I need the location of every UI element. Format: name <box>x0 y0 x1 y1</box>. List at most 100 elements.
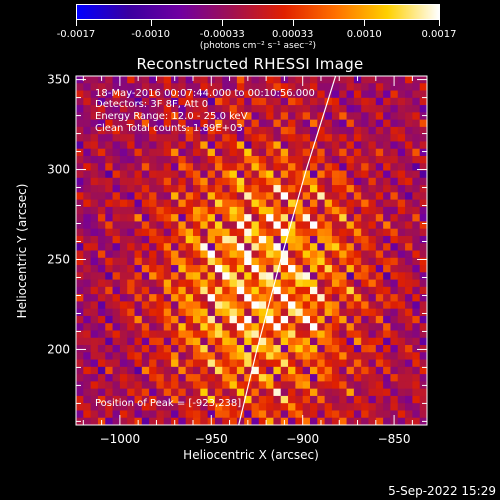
heatmap-cell <box>207 192 216 201</box>
heatmap-cell <box>280 141 289 150</box>
heatmap-cell <box>390 228 399 237</box>
heatmap-cell <box>397 83 406 92</box>
heatmap-cell <box>331 272 340 281</box>
heatmap-cell <box>178 381 187 390</box>
heatmap-cell <box>97 388 106 397</box>
heatmap-cell <box>361 359 370 368</box>
heatmap-cell <box>368 192 377 201</box>
heatmap-cell <box>280 192 289 201</box>
heatmap-cell <box>156 250 165 259</box>
heatmap-cell <box>105 410 114 419</box>
heatmap-cell <box>295 221 304 230</box>
heatmap-cell <box>236 228 245 237</box>
heatmap-cell <box>390 315 399 324</box>
heatmap-cell <box>171 206 179 215</box>
heatmap-cell <box>127 265 136 273</box>
heatmap-cell <box>185 148 194 157</box>
heatmap-cell <box>346 90 355 99</box>
heatmap-cell <box>397 170 406 179</box>
heatmap-cell <box>390 177 399 186</box>
heatmap-cell <box>324 388 333 397</box>
heatmap-cell <box>236 141 245 150</box>
heatmap-cell <box>288 301 296 310</box>
heatmap-cell <box>368 388 377 397</box>
heatmap-cell <box>310 105 318 113</box>
heatmap-cell <box>346 337 355 346</box>
heatmap-cell <box>97 337 106 346</box>
heatmap-cell <box>200 221 209 230</box>
heatmap-cell <box>112 330 121 339</box>
heatmap-cell <box>244 403 253 412</box>
heatmap-cell <box>119 257 128 266</box>
heatmap-cell <box>258 272 267 281</box>
heatmap-cell <box>353 395 362 404</box>
heatmap-cell <box>112 163 121 172</box>
heatmap-cell <box>200 279 209 288</box>
heatmap-cell <box>171 286 179 295</box>
heatmap-cell <box>302 112 311 121</box>
heatmap-cell <box>207 141 216 150</box>
heatmap-cell <box>119 301 128 310</box>
heatmap-cell <box>112 272 121 281</box>
timestamp: 5-Sep-2022 15:29 <box>388 484 496 498</box>
heatmap-cell <box>76 395 84 404</box>
heatmap-cell <box>339 337 348 346</box>
heatmap-cell <box>251 257 260 266</box>
heatmap-cell <box>280 257 289 266</box>
heatmap-cell <box>324 286 333 295</box>
heatmap-cell <box>419 235 427 244</box>
heatmap-cell <box>171 228 179 237</box>
heatmap-cell <box>280 265 289 273</box>
heatmap-cell <box>178 163 187 172</box>
heatmap-cell <box>83 265 92 273</box>
heatmap-cell <box>419 352 427 361</box>
heatmap-cell <box>127 214 136 223</box>
heatmap-cell <box>207 185 216 193</box>
heatmap-cell <box>163 76 172 84</box>
heatmap-cell <box>97 185 106 193</box>
heatmap-cell <box>149 214 158 223</box>
heatmap-cell <box>229 177 238 186</box>
heatmap-cell <box>280 330 289 339</box>
colorbar-tick <box>222 20 224 26</box>
heatmap-cell <box>346 250 355 259</box>
heatmap-cell <box>419 112 427 121</box>
heatmap-cell <box>324 359 333 368</box>
heatmap-cell <box>383 235 392 244</box>
heatmap-cell <box>119 337 128 346</box>
heatmap-cell <box>317 83 326 92</box>
heatmap-cell <box>156 272 165 281</box>
heatmap-cell <box>229 352 238 361</box>
heatmap-cell <box>251 199 260 208</box>
heatmap-cell <box>375 315 384 324</box>
heatmap-cell <box>236 272 245 281</box>
heatmap-cell <box>149 359 158 368</box>
heatmap-cell <box>193 177 201 186</box>
heatmap-cell <box>141 323 150 332</box>
heatmap-cell <box>229 206 238 215</box>
heatmap-cell <box>390 410 399 419</box>
heatmap-cell <box>368 403 377 412</box>
heatmap-cell <box>405 185 413 193</box>
heatmap-cell <box>273 366 282 375</box>
heatmap-cell <box>149 177 158 186</box>
heatmap-cell <box>258 395 267 404</box>
heatmap-cell <box>178 257 187 266</box>
heatmap-cell <box>134 279 143 288</box>
heatmap-cell <box>258 141 267 150</box>
heatmap-cell <box>97 243 106 252</box>
heatmap-cell <box>280 301 289 310</box>
heatmap-cell <box>368 257 377 266</box>
heatmap-cell <box>405 83 413 92</box>
heatmap-cell <box>193 155 201 164</box>
heatmap-cell <box>97 315 106 324</box>
heatmap-cell <box>317 337 326 346</box>
heatmap-cell <box>339 155 348 164</box>
heatmap-cell <box>324 250 333 259</box>
heatmap-cell <box>149 279 158 288</box>
heatmap-cell <box>390 286 399 295</box>
heatmap-cell <box>295 148 304 157</box>
heatmap-cell <box>302 141 311 150</box>
heatmap-cell <box>141 235 150 244</box>
heatmap-cell <box>353 366 362 375</box>
